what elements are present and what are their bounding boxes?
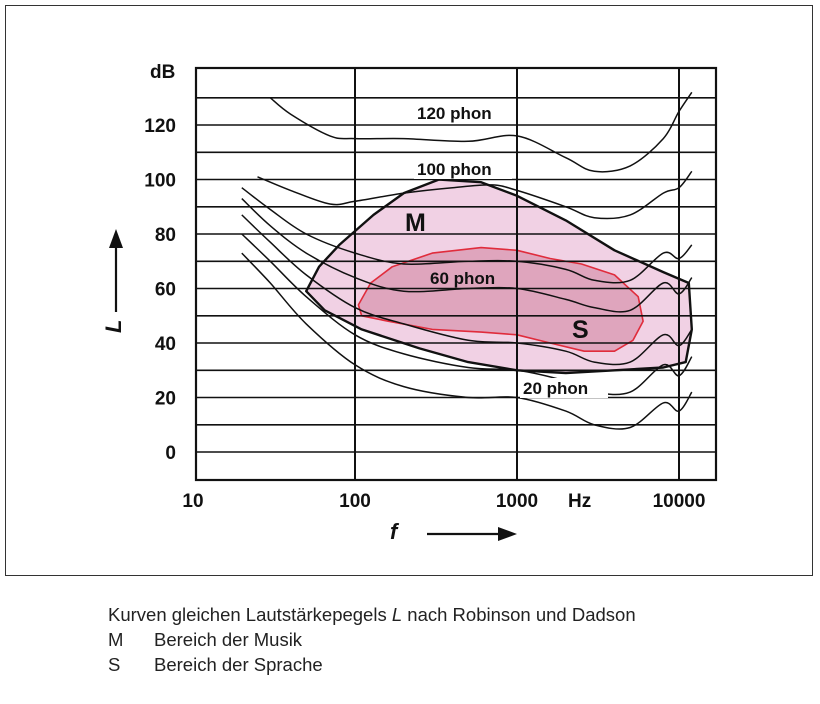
equal-loudness-curve: [269, 91, 693, 173]
caption-key: S: [108, 654, 121, 675]
y-axis-label: L: [101, 320, 126, 333]
caption-key: M: [108, 629, 124, 650]
equal-loudness-curve: [241, 198, 693, 313]
y-tick-label: 40: [155, 334, 176, 355]
y-tick-label: 0: [165, 443, 176, 464]
equal-loudness-curve: [241, 252, 693, 430]
equal-loudness-curve: [241, 214, 693, 366]
caption-title: Kurven gleichen Lautstärkepegels L nach …: [108, 602, 636, 627]
x-tick-label: 10: [182, 491, 203, 512]
caption-title-suffix: nach Robinson und Dadson: [402, 604, 636, 625]
caption-title-prefix: Kurven gleichen Lautstärkepegels: [108, 604, 392, 625]
y-tick-label: 20: [155, 389, 176, 410]
caption-text: Bereich der Musik: [154, 629, 303, 650]
curve-label: 20 phon: [523, 379, 588, 398]
curve-labels: 20 phon 60 phon 100 phon 120 phon: [414, 103, 608, 398]
curve-label-background: [414, 159, 512, 179]
tick-labels: 10 100 1000 10000 0 20 40 60 80 100 120: [144, 116, 705, 512]
x-tick-label: 1000: [496, 491, 538, 512]
figure-caption: Kurven gleichen Lautstärkepegels L nach …: [108, 602, 636, 677]
curve-label-background: [414, 103, 512, 123]
equal-loudness-curve: [257, 170, 693, 220]
x-tick-label: 100: [339, 491, 371, 512]
regions-layer: [305, 178, 693, 375]
plot-frame: [194, 66, 718, 482]
y-tick-label: 60: [155, 280, 176, 301]
region-label-music: M: [405, 209, 426, 237]
curve-label-background: [520, 378, 608, 398]
equal-loudness-curve: [241, 187, 693, 284]
x-axis-arrow: [427, 527, 517, 541]
curve-label: 100 phon: [417, 160, 492, 179]
caption-item-speech: S Bereich der Sprache: [108, 652, 636, 677]
y-tick-label: 120: [144, 116, 176, 137]
speech-region: [357, 246, 644, 352]
curve-label: 120 phon: [417, 104, 492, 123]
y-tick-label: 80: [155, 225, 176, 246]
curves-layer: [241, 91, 693, 430]
y-tick-label: 100: [144, 171, 176, 192]
x-unit-label: Hz: [568, 491, 591, 512]
caption-item-music: M Bereich der Musik: [108, 627, 636, 652]
y-unit-label: dB: [150, 62, 175, 83]
x-tick-label: 10000: [653, 491, 706, 512]
caption-title-variable: L: [391, 604, 403, 625]
curve-label: 60 phon: [430, 269, 495, 288]
x-axis-label: f: [390, 519, 400, 544]
grid-layer: [196, 68, 716, 480]
caption-text: Bereich der Sprache: [154, 654, 323, 675]
y-axis-arrow: [109, 229, 123, 312]
region-label-speech: S: [572, 316, 589, 344]
equal-loudness-curve: [241, 233, 693, 396]
